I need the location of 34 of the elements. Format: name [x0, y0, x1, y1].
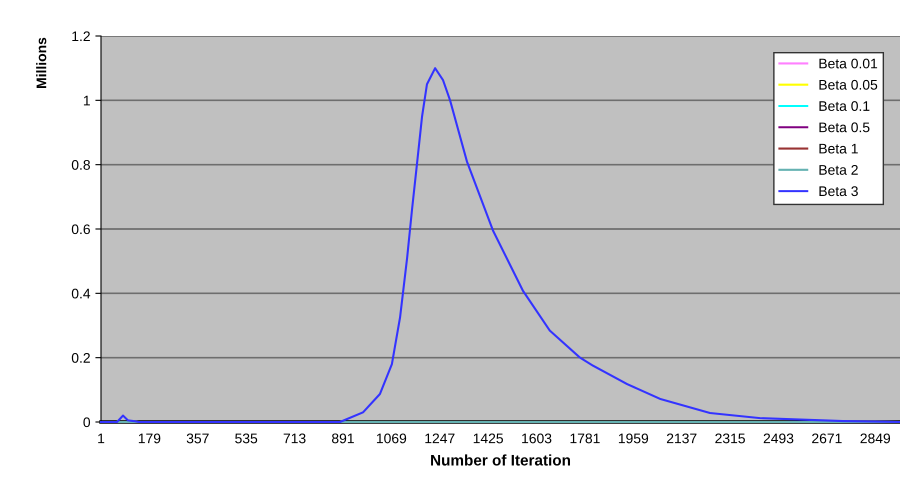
legend-label: Beta 2	[819, 164, 858, 175]
x-tick-label: 2137	[666, 433, 696, 444]
x-tick-label: 1069	[376, 433, 406, 444]
y-axis-title: Millions	[36, 38, 46, 88]
legend-label: Beta 0.05	[819, 80, 878, 90]
x-tick-label: 1	[98, 434, 104, 444]
line-series	[100, 67, 900, 424]
y-tick-label: 0	[83, 417, 90, 428]
x-tick-label: 1425	[474, 433, 503, 444]
x-tick-label: 713	[284, 433, 306, 444]
legend-label: Beta 1	[819, 144, 858, 154]
x-tick-label: 535	[235, 433, 258, 444]
x-tick-label: 2849	[860, 433, 890, 444]
x-tick-label: 357	[186, 433, 209, 444]
legend-label: Beta 0.01	[819, 58, 878, 68]
y-tick-label: 1.2	[72, 31, 90, 42]
y-tick-label: 1	[84, 96, 90, 106]
legend-label: Beta 0.5	[819, 122, 870, 132]
x-tick-label: 1781	[570, 433, 600, 444]
x-tick-label: 1603	[522, 433, 552, 444]
x-tick-label: 179	[138, 433, 160, 444]
x-tick-label: 2671	[812, 433, 842, 444]
x-tick-label: 891	[332, 433, 354, 444]
x-axis-title: Number of Iteration	[431, 454, 570, 466]
legend-label: Beta 3	[819, 186, 858, 196]
x-tick-label: 2315	[715, 433, 745, 444]
x-tick-label: 1247	[425, 433, 454, 444]
x-tick-label: 2493	[764, 433, 794, 444]
legend-label: Beta 0.1	[819, 101, 870, 111]
y-tick-label: 0.8	[72, 160, 90, 170]
x-tick-label: 1959	[618, 433, 648, 444]
y-tick-label: 0.2	[72, 353, 90, 363]
y-tick-label: 0.6	[72, 224, 90, 234]
y-tick-label: 0.4	[72, 288, 90, 299]
